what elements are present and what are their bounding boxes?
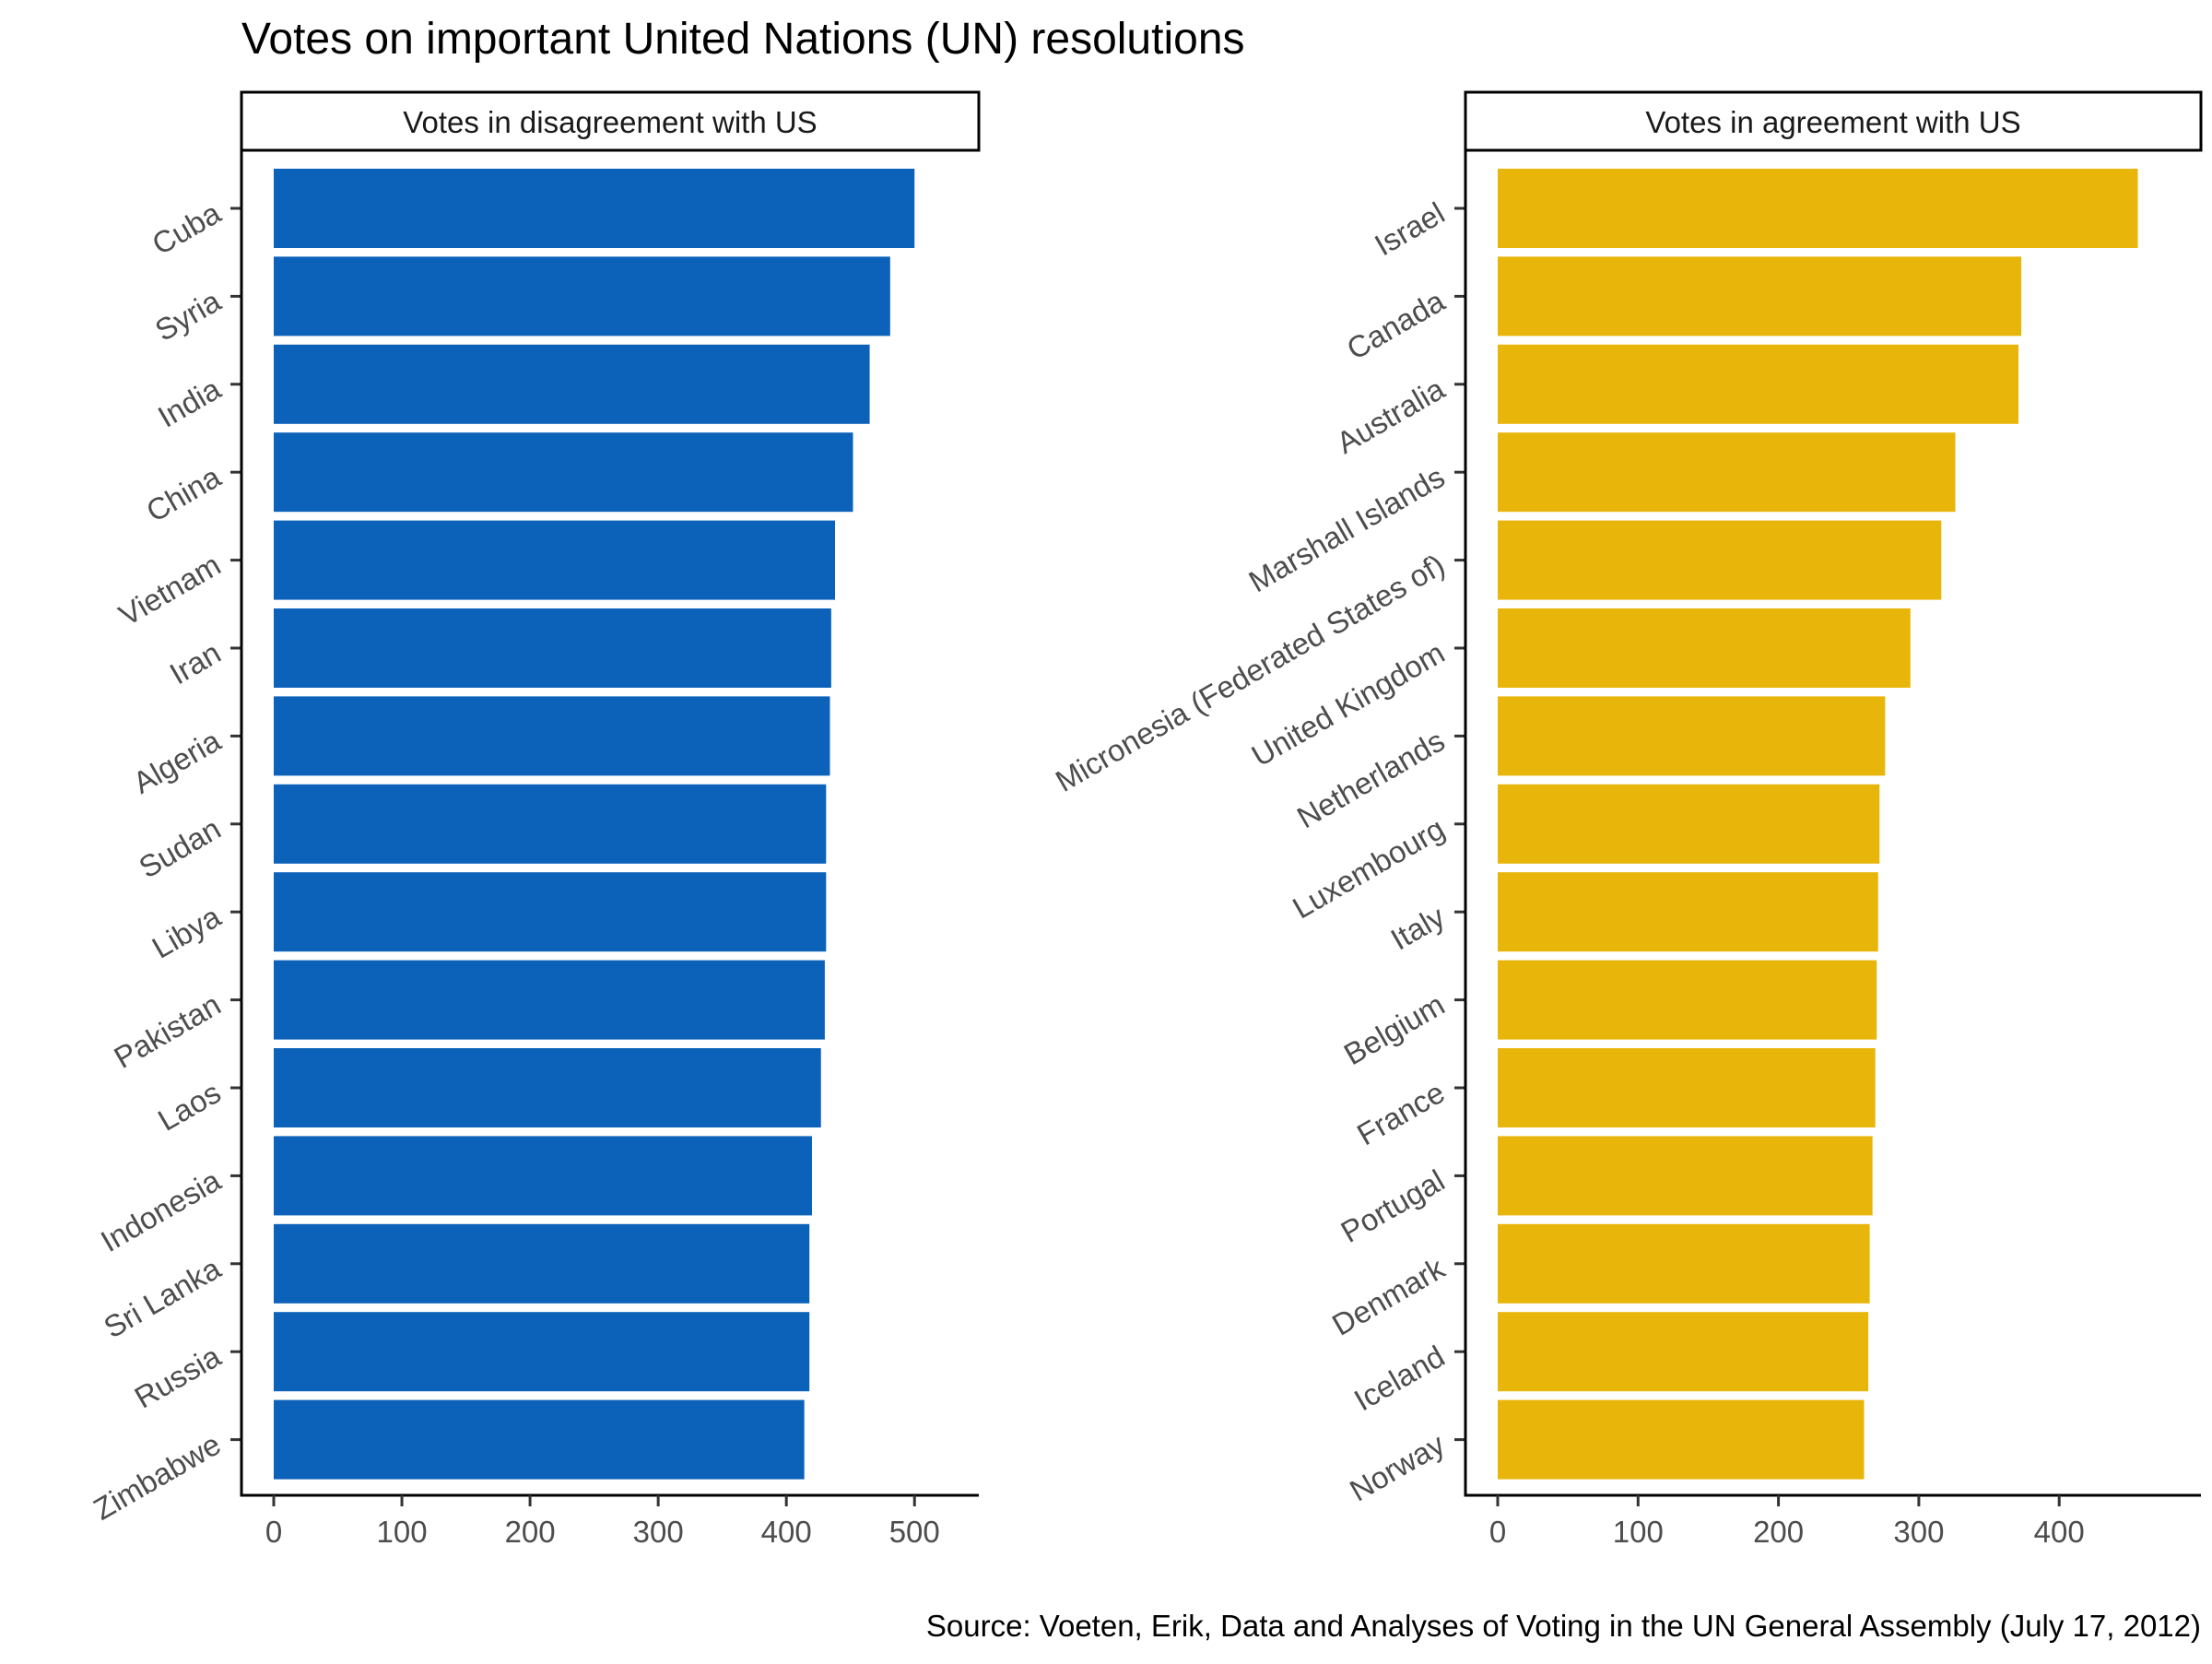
bar-iran <box>274 608 831 688</box>
bar-marshall-islands <box>1498 432 1956 513</box>
x-tick-label: 0 <box>265 1515 282 1549</box>
bar-portugal <box>1498 1136 1873 1216</box>
bar-iceland <box>1498 1312 1869 1392</box>
x-tick-label: 200 <box>505 1515 556 1549</box>
category-label: Iran <box>164 635 227 690</box>
bar-belgium <box>1498 960 1877 1040</box>
x-tick-label: 400 <box>761 1515 812 1549</box>
x-tick-label: 300 <box>1893 1515 1944 1549</box>
panel-title: Votes in disagreement with US <box>403 105 817 139</box>
x-tick-label: 400 <box>2034 1515 2085 1549</box>
bar-canada <box>1498 256 2022 336</box>
bar-algeria <box>274 696 830 776</box>
x-tick-label: 100 <box>377 1515 428 1549</box>
bar-italy <box>1498 872 1878 952</box>
bar-united-kingdom <box>1498 608 1911 688</box>
category-label: Denmark <box>1326 1251 1451 1342</box>
bar-russia <box>274 1312 810 1392</box>
bar-zimbabwe <box>274 1399 805 1480</box>
bar-vietnam <box>274 520 836 600</box>
bar-france <box>1498 1048 1876 1127</box>
x-tick-label: 200 <box>1753 1515 1804 1549</box>
category-label: Norway <box>1344 1426 1451 1507</box>
category-label: Indonesia <box>95 1162 227 1258</box>
category-label: Sri Lanka <box>98 1251 227 1345</box>
bar-israel <box>1498 169 2138 248</box>
chart-caption: Source: Voeten, Erik, Data and Analyses … <box>926 1609 2201 1643</box>
category-label: Canada <box>1341 283 1451 366</box>
category-label: Laos <box>152 1075 226 1138</box>
bar-sudan <box>274 784 827 864</box>
bar-luxembourg <box>1498 784 1880 864</box>
category-label: Cuba <box>147 195 227 262</box>
x-tick-label: 500 <box>889 1515 940 1549</box>
category-label: Portugal <box>1335 1162 1451 1249</box>
bar-syria <box>274 256 890 336</box>
category-label: India <box>152 371 227 433</box>
bar-cuba <box>274 169 915 248</box>
panel-strip <box>240 90 981 152</box>
bar-india <box>274 344 870 424</box>
category-label: Belgium <box>1338 987 1451 1072</box>
x-tick-label: 0 <box>1489 1515 1506 1549</box>
chart-panels: Votes in disagreement with US Cuba Syria In… <box>88 90 2203 1549</box>
chart-title: Votes on important United Nations (UN) r… <box>241 15 1245 64</box>
panel-strip <box>1464 90 2203 152</box>
x-tick-label: 100 <box>1613 1515 1664 1549</box>
category-label: Pakistan <box>108 987 226 1075</box>
bar-netherlands <box>1498 696 1886 776</box>
category-label: Iceland <box>1348 1339 1451 1417</box>
bar-laos <box>274 1048 821 1127</box>
category-label: Russia <box>129 1339 227 1415</box>
chart-panel-1: Votes in disagreement with US Cuba Syria In… <box>88 90 981 1549</box>
category-label: China <box>140 459 227 528</box>
bar-denmark <box>1498 1223 1870 1304</box>
bar-indonesia <box>274 1136 812 1216</box>
bar-sri-lanka <box>274 1223 810 1304</box>
category-label: Zimbabwe <box>88 1427 226 1527</box>
category-label: Italy <box>1385 899 1451 957</box>
panel-title: Votes in agreement with US <box>1645 105 2020 139</box>
chart-panel-2: Votes in agreement with US Israel CanadaAu… <box>1050 90 2203 1549</box>
category-label: Libya <box>147 899 227 965</box>
category-label: France <box>1351 1075 1450 1151</box>
category-label: Algeria <box>127 723 227 800</box>
category-label: Sudan <box>133 811 226 885</box>
bar-micronesia-federated-states-of- <box>1498 520 1942 600</box>
category-label: Vietnam <box>113 548 227 632</box>
bar-australia <box>1498 344 2019 424</box>
bar-norway <box>1498 1399 1865 1480</box>
category-label: Australia <box>1331 371 1451 460</box>
bar-china <box>274 432 853 513</box>
bar-libya <box>274 872 827 952</box>
category-label: Syria <box>149 283 227 348</box>
bar-pakistan <box>274 960 825 1040</box>
x-tick-label: 300 <box>633 1515 684 1549</box>
category-label: Israel <box>1369 195 1450 262</box>
